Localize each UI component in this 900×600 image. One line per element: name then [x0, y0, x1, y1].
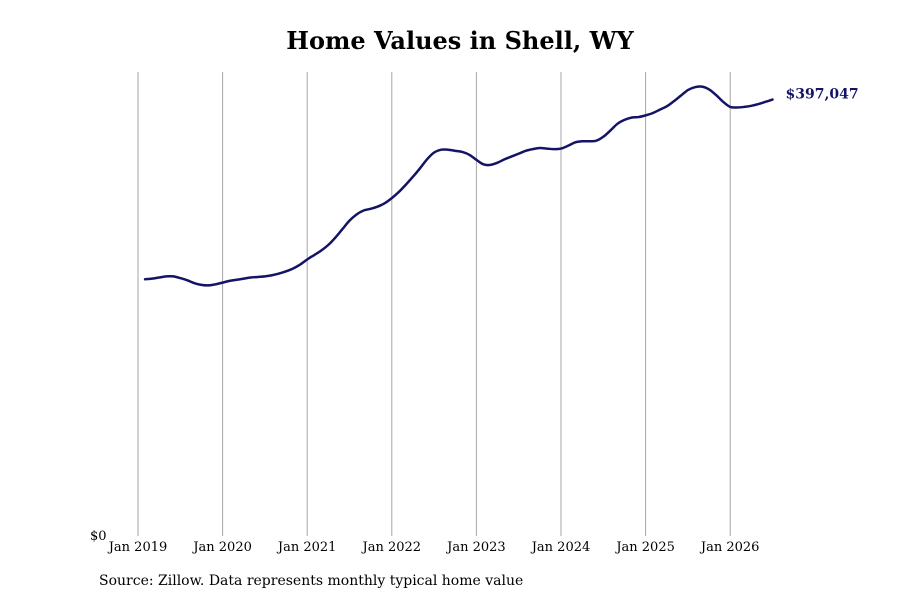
chart-title: Home Values in Shell, WY	[286, 26, 634, 55]
x-axis-tick-labels: Jan 2019 Jan 2020 Jan 2021 Jan 2022 Jan 2023…	[107, 540, 760, 555]
source-note: Source: Zillow. Data represents monthly …	[99, 573, 524, 589]
x-tick-label: Jan 2020	[191, 540, 252, 555]
series-layer	[143, 85, 774, 287]
x-tick-label: Jan 2021	[276, 540, 337, 555]
y-axis-tick-labels: $0	[90, 529, 107, 544]
x-tick-label: Jan 2022	[361, 540, 422, 555]
end-label-layer: $397,047	[786, 87, 859, 103]
x-tick-label: Jan 2026	[699, 540, 760, 555]
x-tick-label: Jan 2023	[445, 540, 506, 555]
x-tick-label: Jan 2019	[107, 540, 168, 555]
x-tick-label: Jan 2024	[530, 540, 591, 555]
vertical-gridlines	[137, 72, 731, 536]
x-tick-label: Jan 2025	[614, 540, 675, 555]
y-tick-label: $0	[90, 529, 107, 544]
series-line-home-value	[143, 85, 774, 287]
end-value-label: $397,047	[786, 87, 859, 103]
